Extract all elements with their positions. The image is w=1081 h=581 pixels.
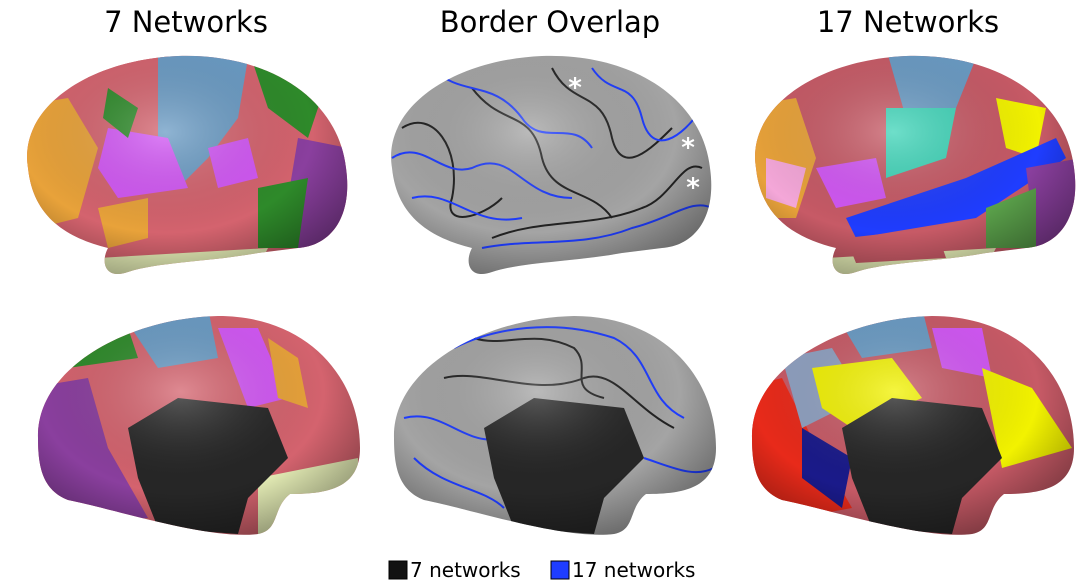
brain-lateral-17 — [736, 48, 1081, 288]
brain-lateral-7 — [8, 48, 358, 288]
legend-swatch — [551, 561, 569, 579]
brain-medial-17 — [742, 308, 1081, 548]
brain-lateral-overlap: * * * — [372, 48, 722, 288]
legend-swatch — [389, 561, 407, 579]
brain-medial-overlap — [384, 308, 724, 548]
panel-title: Border Overlap — [440, 5, 660, 39]
annotation: * — [686, 173, 700, 203]
legend-label: 17 networks — [572, 558, 695, 581]
figure: 7 Networks Border Overlap 17 Networks — [0, 0, 1081, 581]
legend-label: 7 networks — [410, 558, 521, 581]
annotation: * — [681, 133, 695, 163]
annotation: * — [568, 73, 582, 103]
panel-title: 7 Networks — [104, 5, 268, 39]
panel-title: 17 Networks — [817, 5, 999, 39]
brain-medial-7 — [28, 308, 368, 548]
